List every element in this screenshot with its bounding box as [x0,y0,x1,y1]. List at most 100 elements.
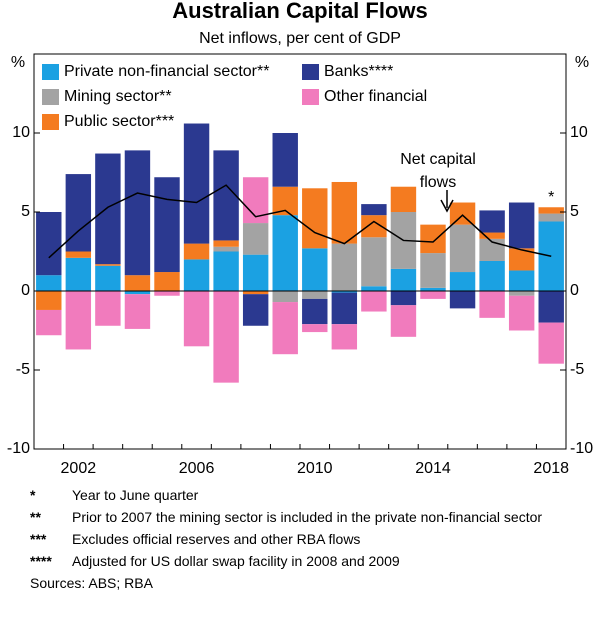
footnote: *** Excludes official reserves and other … [30,530,590,548]
bar-segment [331,243,358,291]
legend-label: Mining sector** [64,88,172,105]
bar-segment [420,253,446,288]
bar-segment [331,181,358,244]
bar-segment [390,291,417,306]
y-tick-label: 0 [21,282,30,299]
y-tick-label: -5 [16,361,30,378]
legend-label: Other financial [324,88,427,105]
bar-segment [361,204,387,216]
bar-segment [242,254,269,291]
bar-segment [272,133,298,187]
bar-segment [213,291,239,383]
footnote-marker: *** [30,531,47,547]
bar-segment [154,272,180,291]
bar-segment [65,251,92,258]
bar-segment [538,207,564,214]
y-unit: % [11,54,25,71]
bar-segment [213,251,239,291]
bar-segment [65,291,92,350]
bar-segment [154,291,180,296]
bar-segment [508,248,535,271]
bar-segment [538,213,564,222]
legend-swatch [302,89,319,105]
footnote-marker: **** [30,553,52,569]
bar-segment [36,291,62,310]
bar-segment [331,291,358,293]
footnote-text: Adjusted for US dollar swap facility in … [72,553,400,569]
bar-segment [479,260,505,291]
bar-segment [508,291,535,296]
footnote-text: Prior to 2007 the mining sector is inclu… [72,509,543,525]
bar-segment [302,291,328,299]
bar-segment [213,240,239,247]
net-flow-line [48,184,552,259]
y-tick-label: -10 [7,440,30,457]
bar-segment [183,243,210,260]
bar-segment [331,292,358,325]
bar-segment [508,270,535,291]
chart-subtitle: Net inflows, per cent of GDP [199,30,401,47]
footnote: * Year to June quarter [30,486,590,504]
bar-segment [361,291,387,312]
bar-segment [154,177,180,273]
bar-segment [449,224,476,273]
legend-swatch [42,64,59,80]
bar-segment [124,294,151,329]
bar-segment [302,324,328,333]
bar-segment [36,275,62,291]
chart-title: Australian Capital Flows [172,0,428,23]
bar-segment [420,287,446,291]
bar-segment [302,188,328,249]
bar-segment [242,291,269,295]
footnote: **** Adjusted for US dollar swap facility… [30,552,590,570]
bar-segment [331,324,358,350]
source: Sources: ABS; RBA [30,575,153,591]
legend-label: Private non-financial sector** [64,63,269,80]
bar-segment [449,291,476,309]
bar-segment [183,291,210,347]
x-tick-label: 2010 [297,460,333,477]
bar-segment [124,291,151,295]
y2-tick-label: 10 [570,124,588,141]
bar-segment [95,264,121,266]
y2-tick-label: -10 [570,440,593,457]
bar-segment [36,212,62,276]
bar-segment [95,153,121,265]
bar-segment [538,291,564,323]
x-tick-label: 2006 [179,460,215,477]
bar-segment [36,309,62,336]
bar-segment [183,123,210,244]
y2-tick-label: -5 [570,361,584,378]
bar-segment [479,210,505,233]
legend-label: Banks**** [324,63,393,80]
bar-segment [302,298,328,325]
bar-segment [124,275,151,291]
footnotes: * Year to June quarter ** Prior to 2007 the… [30,486,590,592]
bar-segment [420,291,446,299]
x-tick-label: 2002 [61,460,97,477]
y2-tick-label: 0 [570,282,579,299]
bar-segment [272,215,298,291]
last-bar-marker: * [548,189,554,206]
y-tick-label: 10 [12,124,30,141]
bar-segment [390,186,417,212]
bar-segment [449,202,476,225]
bar-segment [361,215,387,238]
bar-segment [95,265,121,291]
bar-segment [361,286,387,291]
footnote: ** Prior to 2007 the mining sector is inc… [30,508,590,526]
footnote-text: Year to June quarter [72,487,199,503]
bar-segment [213,246,239,252]
x-tick-label: 2014 [415,460,451,477]
bar-segment [390,268,417,291]
line-label: Net capital [400,151,476,168]
line-label: flows [420,174,456,191]
y2-unit: % [575,54,589,71]
arrow-head [440,199,454,213]
footnote-marker: ** [30,509,41,525]
bar-segment [242,223,269,255]
bar-segment [420,224,446,254]
legend-swatch [302,64,319,80]
bar-segment [538,322,564,364]
